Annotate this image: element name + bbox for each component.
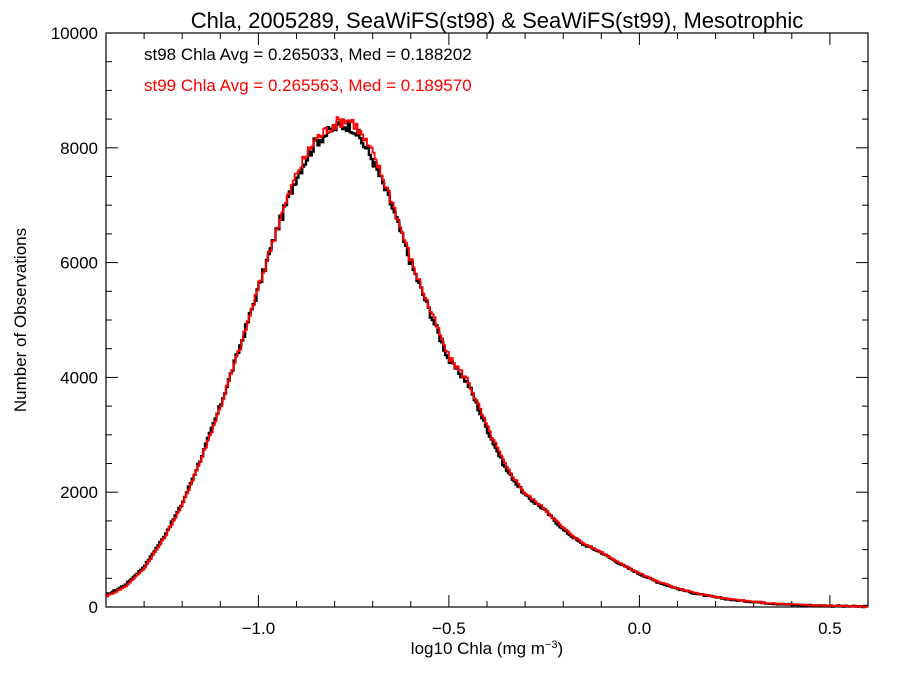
annotation-st98: st98 Chla Avg = 0.265033, Med = 0.188202 <box>144 45 472 64</box>
y-tick-label: 2000 <box>60 483 98 502</box>
chart-title: Chla, 2005289, SeaWiFS(st98) & SeaWiFS(s… <box>191 8 804 33</box>
x-tick-label: 0.5 <box>818 619 842 638</box>
series-st98-line <box>106 120 868 609</box>
y-tick-label: 0 <box>89 598 98 617</box>
y-tick-label: 6000 <box>60 254 98 273</box>
y-tick-labels: 0 2000 4000 6000 8000 10000 <box>51 24 98 617</box>
series-st99-line <box>106 116 868 608</box>
y-axis-label: Number of Observations <box>11 228 30 412</box>
annotation-st99: st99 Chla Avg = 0.265563, Med = 0.189570 <box>144 76 472 95</box>
y-tick-label: 4000 <box>60 368 98 387</box>
x-axis-label-suffix: ) <box>558 639 564 658</box>
series-layer <box>106 116 868 609</box>
x-axis-label-main: log10 Chla (mg m <box>411 639 545 658</box>
x-tick-label: −1.0 <box>242 619 276 638</box>
x-axis-label-sup: −3 <box>545 639 558 651</box>
x-tick-label: 0.0 <box>628 619 652 638</box>
y-tick-label: 8000 <box>60 139 98 158</box>
x-axis-label: log10 Chla (mg m−3) <box>411 639 563 658</box>
y-tick-label: 10000 <box>51 24 98 43</box>
plot-frame <box>105 32 869 608</box>
axis-ticks <box>105 32 869 608</box>
x-tick-label: −0.5 <box>432 619 466 638</box>
x-tick-labels: −1.0 −0.5 0.0 0.5 <box>242 619 842 638</box>
